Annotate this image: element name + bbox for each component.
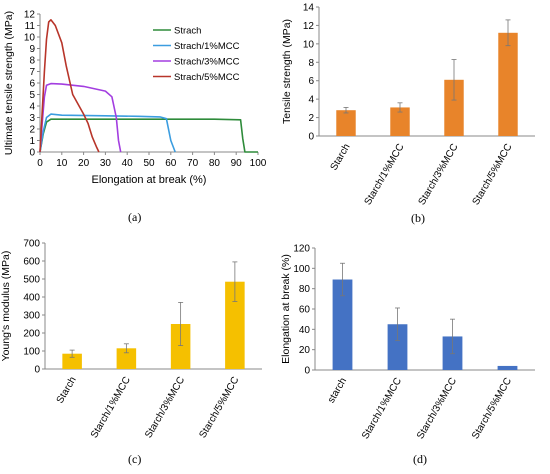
category-label: Starch/5%MCC: [197, 375, 241, 440]
chart-b: 0 2 4 6 8 10 12 14 Tensile strength (MPa) Starch S…: [280, 0, 550, 235]
legend-label: Strach/3%MCC: [174, 57, 240, 68]
series-line: [39, 118, 258, 153]
y-axis-title: Ultimate tensile strength (MPa): [3, 11, 15, 155]
panel-label-c: (c): [128, 452, 142, 466]
y-tick-label: 12: [24, 10, 36, 21]
bar: [390, 107, 410, 136]
y-tick-label: 80: [299, 284, 311, 295]
category-label: Starch/1%MCC: [360, 376, 404, 441]
bar: [170, 324, 191, 369]
y-tick-label: 4: [308, 95, 314, 106]
y-tick-label: 11: [25, 21, 36, 32]
bar: [497, 365, 518, 370]
y-tick-label: 40: [299, 325, 311, 336]
y-tick-label: 7: [29, 67, 35, 78]
x-tick-label: 40: [122, 158, 134, 169]
bar: [387, 324, 408, 370]
y-tick-label: 200: [23, 329, 40, 340]
category-label: Starch/5%MCC: [470, 376, 514, 441]
y-tick-label: 0: [29, 148, 35, 159]
category-label: Starch/3%MCC: [417, 142, 461, 207]
series-line: [39, 113, 176, 153]
y-tick-label: 5: [29, 90, 35, 101]
y-tick-label: 6: [308, 76, 314, 87]
legend-label: Strach/5%MCC: [174, 72, 240, 83]
category-label: Starch: [329, 142, 353, 173]
y-tick-label: 1: [29, 136, 35, 147]
bar: [225, 281, 245, 369]
y-tick-label: 400: [23, 293, 40, 304]
x-tick-label: 30: [100, 158, 112, 169]
y-tick-label: 100: [293, 264, 310, 275]
series-line: [39, 18, 100, 153]
category-label: Starch/3%MCC: [143, 375, 187, 440]
chart-c: 0 100 200 300 400 500 600 700 Young's modulus (M…: [0, 235, 275, 469]
x-tick-label: 50: [143, 158, 155, 169]
x-tick-label: 0: [37, 158, 43, 169]
x-tick-label: 70: [187, 158, 199, 169]
legend-label: Strach/1%MCC: [174, 41, 240, 52]
y-tick-label: 2: [29, 125, 35, 136]
y-tick-label: 6: [29, 79, 35, 90]
y-tick-label: 3: [29, 113, 35, 124]
x-tick-label: 100: [250, 158, 267, 169]
y-tick-label: 120: [293, 244, 310, 255]
y-tick-label: 600: [23, 257, 40, 268]
bar: [444, 79, 464, 136]
legend-label: Strach: [174, 26, 201, 37]
y-axis-title: Elongation at break (%): [280, 254, 292, 364]
x-tick-label: 90: [231, 158, 243, 169]
y-tick-label: 0: [304, 366, 310, 377]
chart-d: 0 20 40 60 80 100 120 Elongation at break (%) st…: [280, 235, 550, 469]
chart-a: 0 1 2 3 4 5 6 7 8 9 10 11 12 0 10 20 30 40 50 60 70 80 90 100 El…: [0, 0, 275, 225]
x-tick-label: 10: [56, 158, 68, 169]
x-axis-title: Elongation at break (%): [92, 174, 207, 186]
x-tick-label: 80: [209, 158, 221, 169]
category-label: Starch/1%MCC: [89, 375, 133, 440]
category-label: Starch/1%MCC: [363, 142, 407, 207]
y-tick-label: 300: [23, 311, 40, 322]
y-tick-label: 12: [303, 21, 315, 32]
y-tick-label: 14: [303, 3, 315, 14]
panel-label-b: (b): [411, 211, 425, 225]
y-tick-label: 0: [34, 365, 40, 376]
bar: [116, 348, 137, 369]
y-tick-label: 8: [29, 56, 35, 67]
y-tick-label: 500: [23, 275, 40, 286]
y-tick-label: 0: [308, 132, 314, 143]
y-tick-label: 20: [299, 345, 311, 356]
x-tick-label: 60: [165, 158, 177, 169]
chart-c-svg: 0 100 200 300 400 500 600 700 Young's modulus (M…: [0, 239, 262, 440]
category-label: Starch/3%MCC: [415, 376, 459, 441]
panel-label-a: (a): [128, 210, 142, 224]
bar: [498, 32, 518, 136]
y-tick-label: 60: [299, 305, 311, 316]
y-tick-label: 100: [23, 347, 40, 358]
y-tick-label: 10: [24, 33, 36, 44]
series-line: [39, 82, 122, 153]
y-tick-label: 2: [308, 113, 314, 124]
bar: [336, 110, 356, 136]
x-tick-label: 20: [78, 158, 90, 169]
y-tick-label: 700: [23, 239, 40, 250]
category-label: starch: [326, 376, 349, 405]
y-tick-label: 9: [29, 44, 35, 55]
bar: [332, 279, 353, 370]
y-axis-title: Tensile strength (MPa): [281, 19, 293, 124]
category-label: Starch: [55, 375, 79, 406]
chart-b-svg: 0 2 4 6 8 10 12 14 Tensile strength (MPa) Starch S…: [281, 3, 535, 207]
y-tick-label: 4: [29, 102, 35, 113]
bar: [62, 353, 82, 369]
category-label: Starch/5%MCC: [471, 142, 515, 207]
y-tick-label: 8: [308, 58, 314, 69]
y-tick-label: 10: [303, 39, 315, 50]
panel-label-d: (d): [413, 452, 427, 466]
y-axis-title: Young's modulus (MPa): [0, 251, 12, 362]
